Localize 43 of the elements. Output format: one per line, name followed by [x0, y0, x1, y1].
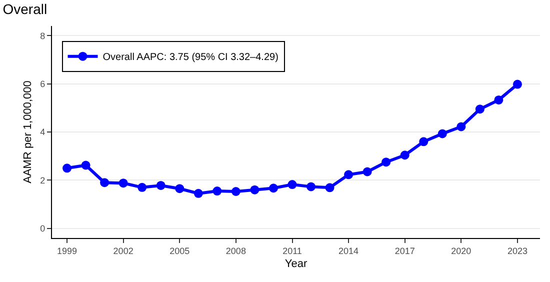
point — [419, 137, 428, 146]
point — [175, 184, 184, 194]
point — [268, 184, 278, 193]
x-tick-label: 1999 — [57, 246, 78, 256]
point — [438, 129, 447, 138]
legend-label: Overall AAPC: 3.75 (95% CI 3.32–4.29) — [102, 52, 278, 64]
point — [231, 187, 240, 196]
x-tick-label: 2023 — [507, 246, 528, 256]
chart-title: Overall — [2, 1, 48, 18]
y-tick-label: 0 — [40, 224, 46, 234]
point — [250, 185, 260, 194]
point — [400, 150, 410, 160]
x-tick-label: 2002 — [113, 246, 134, 256]
point — [81, 160, 90, 170]
point — [288, 180, 297, 190]
point — [456, 122, 466, 132]
x-axis-title: Year — [284, 258, 308, 270]
x-tick-label: 2014 — [338, 246, 359, 256]
point — [62, 164, 72, 173]
point — [382, 158, 391, 167]
point — [512, 80, 522, 89]
x-tick-label: 2017 — [394, 246, 415, 256]
point — [212, 186, 222, 196]
point — [475, 104, 484, 114]
x-tick-label: 2020 — [451, 246, 472, 256]
point — [100, 178, 110, 188]
point — [138, 182, 147, 192]
x-tick-label: 2011 — [282, 246, 302, 256]
point — [494, 95, 504, 104]
y-tick-label: 2 — [40, 175, 46, 186]
y-axis-title: AAMR per 1,000,000 — [22, 80, 34, 184]
y-tick-label: 4 — [40, 127, 46, 138]
point — [118, 178, 128, 188]
x-tick-label: 2005 — [170, 246, 190, 256]
point — [306, 182, 316, 192]
point — [325, 183, 334, 192]
y-tick-label: 8 — [40, 30, 46, 41]
point — [156, 180, 166, 190]
x-tick-label: 2008 — [226, 246, 246, 256]
point — [344, 170, 354, 180]
point — [362, 167, 372, 176]
y-tick-label: 6 — [40, 78, 46, 89]
point — [194, 188, 203, 198]
